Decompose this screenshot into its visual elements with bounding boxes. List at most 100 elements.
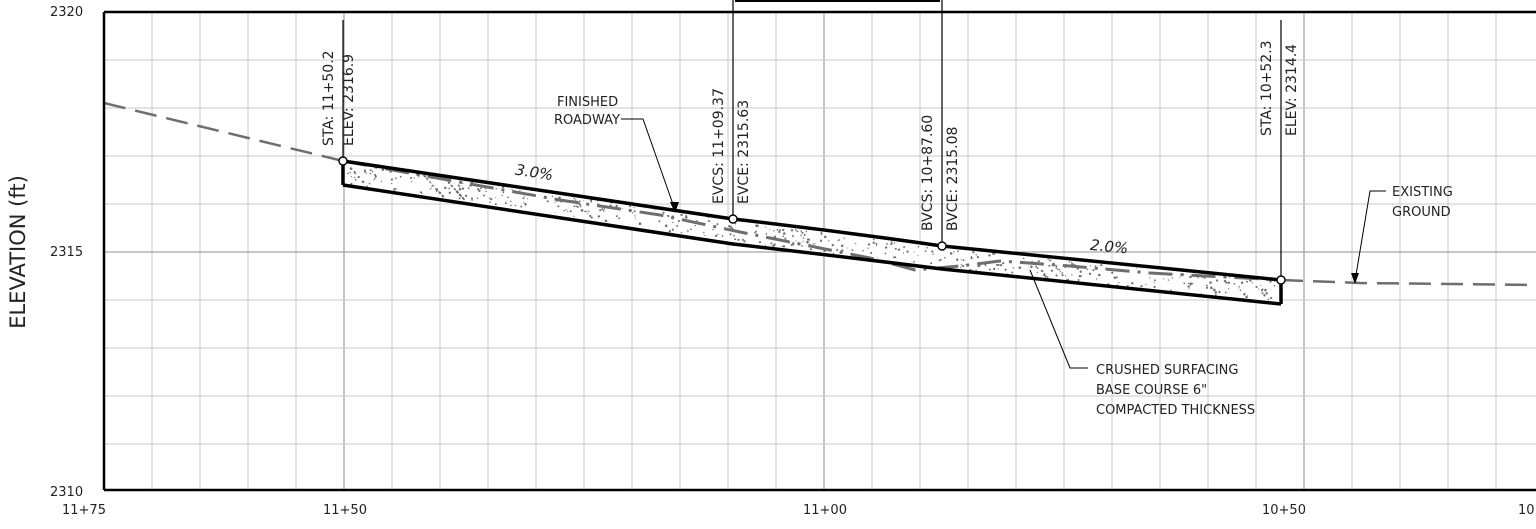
- gravel-dot: [778, 229, 781, 232]
- gravel-dot: [483, 194, 486, 197]
- gravel-dot: [1012, 267, 1015, 269]
- gravel-dot: [634, 218, 637, 220]
- gravel-dot: [1149, 277, 1151, 279]
- station-1-sta: STA: 11+50.2: [321, 50, 337, 146]
- gravel-dot: [737, 238, 740, 241]
- gravel-dot: [433, 185, 435, 187]
- gravel-dot: [638, 222, 642, 225]
- gravel-dot: [523, 202, 525, 204]
- gravel-dot: [575, 205, 578, 207]
- gravel-dot: [1227, 288, 1230, 290]
- gravel-dot: [1240, 281, 1244, 285]
- arrow-existing-ground: [1351, 273, 1359, 284]
- gravel-dot: [741, 238, 744, 241]
- gravel-dot: [773, 230, 775, 232]
- gravel-dot: [836, 248, 839, 251]
- x-tick-11-00: 11+00: [803, 503, 847, 518]
- gravel-dot: [694, 224, 696, 227]
- leader-base-course: [1029, 269, 1088, 369]
- gravel-dot: [1061, 272, 1063, 274]
- gravel-dot: [1071, 274, 1073, 276]
- gravel-dot: [395, 177, 397, 180]
- gravel-dot: [1205, 284, 1208, 287]
- gravel-dot: [1246, 280, 1248, 283]
- gravel-dot: [765, 233, 768, 235]
- gravel-dot: [556, 200, 558, 203]
- gravel-dot: [1145, 284, 1147, 286]
- gravel-dot: [976, 255, 980, 259]
- gravel-dot: [363, 170, 367, 173]
- gravel-dot: [1061, 272, 1064, 274]
- gravel-dot: [1140, 285, 1143, 288]
- gravel-dot: [504, 202, 507, 205]
- gravel-dot: [913, 251, 915, 253]
- gravel-dot: [781, 245, 784, 248]
- gravel-dot: [1035, 265, 1038, 268]
- gravel-dot: [1048, 264, 1051, 267]
- gravel-dot: [1135, 267, 1138, 269]
- gravel-dot: [1047, 258, 1049, 260]
- gravel-dot: [444, 186, 447, 190]
- base-course-texture: [347, 167, 1276, 301]
- gravel-dot: [685, 216, 688, 219]
- station-3-elev: BVCE: 2315.08: [945, 127, 961, 231]
- gravel-dot: [770, 242, 773, 245]
- node-bvc: [937, 241, 947, 251]
- gravel-dot: [819, 239, 823, 242]
- gravel-dot: [432, 184, 434, 187]
- gravel-dot: [1251, 282, 1253, 284]
- gravel-dot: [668, 230, 671, 233]
- gravel-dot: [399, 175, 402, 178]
- gravel-dot: [803, 233, 806, 236]
- gravel-dot: [362, 180, 365, 183]
- gravel-dot: [1043, 273, 1046, 277]
- gravel-dot: [1273, 284, 1276, 287]
- gravel-dot: [1183, 282, 1186, 285]
- existing-ground-under-road: [342, 159, 1282, 282]
- gravel-dot: [1189, 282, 1193, 285]
- gravel-dot: [729, 233, 732, 236]
- leader-existing-ground: [1354, 190, 1386, 282]
- gravel-dot: [894, 247, 897, 250]
- gravel-dot: [381, 180, 383, 183]
- gravel-dot: [1098, 273, 1101, 277]
- gravel-dot: [1154, 279, 1156, 282]
- gravel-dot: [1237, 287, 1239, 289]
- gravel-dot: [875, 244, 878, 247]
- gravel-dot: [977, 264, 981, 268]
- gravel-dot: [1018, 266, 1022, 269]
- gravel-dot: [979, 265, 982, 267]
- gravel-dot: [1247, 295, 1249, 297]
- gravel-dot: [597, 215, 601, 218]
- gravel-dot: [565, 208, 567, 211]
- gravel-dot: [988, 268, 991, 271]
- gravel-dot: [1058, 269, 1061, 271]
- gravel-dot: [960, 259, 962, 261]
- gravel-dot: [421, 192, 423, 194]
- gravel-dot: [997, 268, 999, 270]
- gravel-dot: [467, 187, 470, 190]
- gravel-dot: [567, 210, 569, 212]
- gravel-dot: [1055, 274, 1058, 277]
- gravel-dot: [1216, 279, 1219, 282]
- gravel-dot: [1113, 276, 1116, 279]
- gravel-dot: [769, 229, 771, 231]
- gravel-dot: [1189, 275, 1192, 279]
- gravel-dot: [588, 210, 590, 212]
- gravel-dot: [460, 195, 462, 197]
- gravel-dot: [1163, 278, 1165, 280]
- gravel-dot: [554, 212, 556, 214]
- gravel-dot: [632, 212, 634, 214]
- gravel-dot: [924, 250, 927, 252]
- gravel-dot: [902, 252, 905, 254]
- gravel-dot: [667, 214, 670, 218]
- gravel-dot: [371, 170, 374, 173]
- gravel-dot: [890, 241, 893, 244]
- gravel-dot: [862, 249, 864, 252]
- gravel-dot: [792, 235, 794, 238]
- gravel-dot: [801, 231, 804, 234]
- gravel-dot: [944, 256, 946, 259]
- gravel-dot: [743, 240, 746, 243]
- gravel-dot: [949, 252, 953, 255]
